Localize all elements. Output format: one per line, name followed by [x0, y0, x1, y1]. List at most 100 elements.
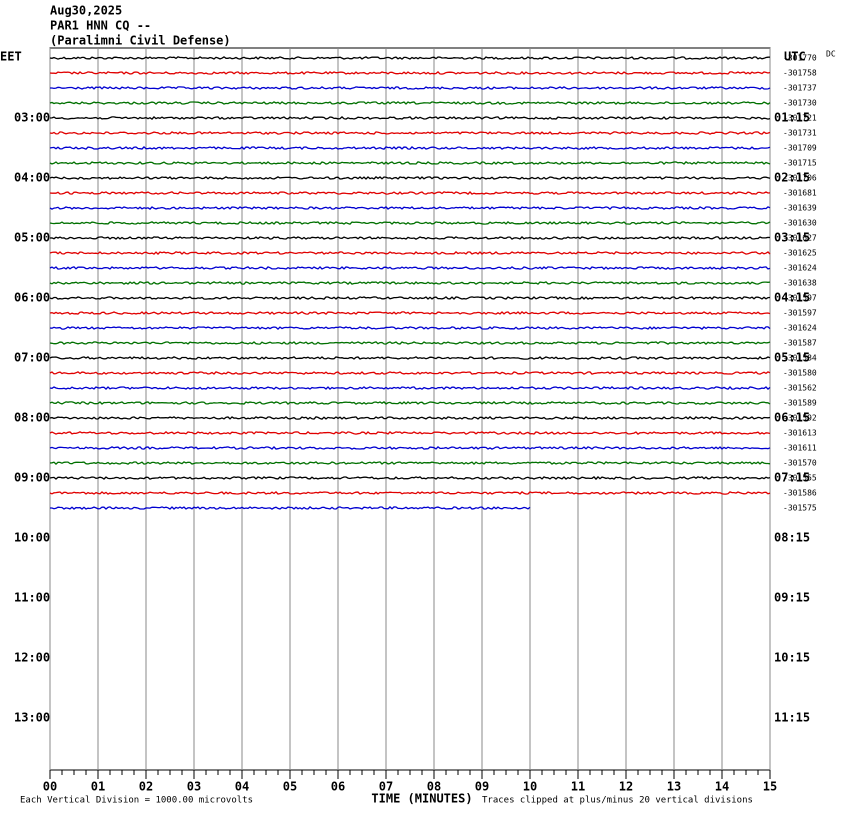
trace-offset: -301597: [783, 294, 817, 303]
trace-offset: -301613: [783, 429, 817, 438]
trace-offset: -301709: [783, 144, 817, 153]
trace: [49, 265, 771, 270]
left-hour-label: 13:00: [14, 711, 50, 725]
x-tick-label: 11: [571, 780, 585, 794]
trace: [49, 251, 771, 256]
trace-offset: -301592: [783, 414, 817, 423]
trace-offset: -301627: [783, 234, 817, 243]
trace-offset: -301737: [783, 84, 817, 93]
x-tick-label: 09: [475, 780, 489, 794]
trace: [49, 416, 771, 420]
header-line: (Paralimni Civil Defense): [50, 34, 231, 48]
x-tick-label: 02: [139, 780, 153, 794]
trace-offset: -301597: [783, 309, 817, 318]
left-hour-label: 05:00: [14, 231, 50, 245]
trace: [49, 221, 771, 225]
x-tick-label: 12: [619, 780, 633, 794]
x-tick-label: 01: [91, 780, 105, 794]
trace-offset: -301562: [783, 384, 817, 393]
left-hour-label: 06:00: [14, 291, 50, 305]
left-hour-label: 09:00: [14, 471, 50, 485]
header-line: PAR1 HNN CQ --: [50, 19, 151, 33]
trace-offset: -301624: [783, 264, 817, 273]
trace: [49, 475, 771, 481]
trace: [49, 145, 771, 151]
trace: [49, 281, 771, 285]
trace-offset: -301715: [783, 159, 817, 168]
trace-offset: -301575: [783, 504, 817, 513]
trace: [49, 115, 771, 120]
right-hour-label: 07:15: [774, 471, 810, 485]
trace: [50, 86, 771, 90]
right-hour-label: 03:15: [774, 231, 810, 245]
right-hour-label: 06:15: [774, 411, 810, 425]
trace-offset: -301570: [783, 459, 817, 468]
x-tick-label: 15: [763, 780, 777, 794]
trace-offset: -301630: [783, 219, 817, 228]
trace: [49, 161, 771, 165]
trace-offset: -301721: [783, 114, 817, 123]
left-hour-label: 12:00: [14, 651, 50, 665]
trace: [49, 191, 771, 195]
trace: [49, 461, 771, 466]
trace: [49, 341, 771, 345]
trace: [49, 371, 771, 375]
x-tick-label: 00: [43, 780, 57, 794]
trace-offset: -301639: [783, 204, 817, 213]
clip-note: Traces clipped at plus/minus 20 vertical…: [482, 796, 753, 806]
trace: [49, 70, 771, 75]
x-tick-label: 06: [331, 780, 345, 794]
trace: [49, 445, 771, 450]
header-line: Aug30,2025: [50, 4, 122, 18]
right-axis-title: UTC: [784, 50, 806, 64]
left-hour-label: 03:00: [14, 111, 50, 125]
trace-offset: -301706: [783, 174, 817, 183]
trace-offset: -301584: [783, 354, 817, 363]
trace-offset: -301731: [783, 129, 817, 138]
trace: [49, 56, 771, 60]
trace: [49, 206, 771, 210]
trace: [49, 430, 771, 435]
trace-offset: -301589: [783, 399, 817, 408]
trace: [49, 401, 771, 406]
dc-label: DC: [826, 50, 836, 59]
trace-offset: -301586: [783, 489, 817, 498]
x-axis-title: TIME (MINUTES): [371, 792, 472, 806]
trace: [49, 235, 771, 240]
x-tick-label: 10: [523, 780, 537, 794]
trace-offset: -301625: [783, 249, 817, 258]
trace-offset: -301758: [783, 69, 817, 78]
right-hour-label: 08:15: [774, 531, 810, 545]
x-tick-label: 04: [235, 780, 249, 794]
trace: [49, 176, 771, 180]
right-hour-label: 10:15: [774, 651, 810, 665]
trace: [49, 326, 771, 330]
right-hour-label: 01:15: [774, 111, 810, 125]
trace-offset: -301681: [783, 189, 817, 198]
plot-frame: [49, 47, 771, 771]
trace: [49, 101, 771, 105]
right-hour-label: 11:15: [774, 711, 810, 725]
trace: [49, 386, 771, 391]
right-hour-label: 09:15: [774, 591, 810, 605]
x-tick-label: 08: [427, 780, 441, 794]
left-hour-label: 07:00: [14, 351, 50, 365]
trace-offset: -301638: [783, 279, 817, 288]
trace-offset: -301624: [783, 324, 817, 333]
trace-offset: -301770: [783, 54, 817, 63]
trace-offset: -301587: [783, 339, 817, 348]
trace-offset: -301580: [783, 369, 817, 378]
trace-offset: -301730: [783, 99, 817, 108]
left-hour-label: 08:00: [14, 411, 50, 425]
x-tick-label: 05: [283, 780, 297, 794]
trace: [49, 131, 771, 135]
right-hour-label: 05:15: [774, 351, 810, 365]
scale-note: Each Vertical Division = 1000.00 microvo…: [20, 796, 253, 806]
trace: [49, 311, 771, 315]
x-tick-label: 14: [715, 780, 729, 794]
trace: [49, 296, 771, 300]
x-tick-label: 07: [379, 780, 393, 794]
x-tick-label: 03: [187, 780, 201, 794]
trace-offset: -301611: [783, 444, 817, 453]
